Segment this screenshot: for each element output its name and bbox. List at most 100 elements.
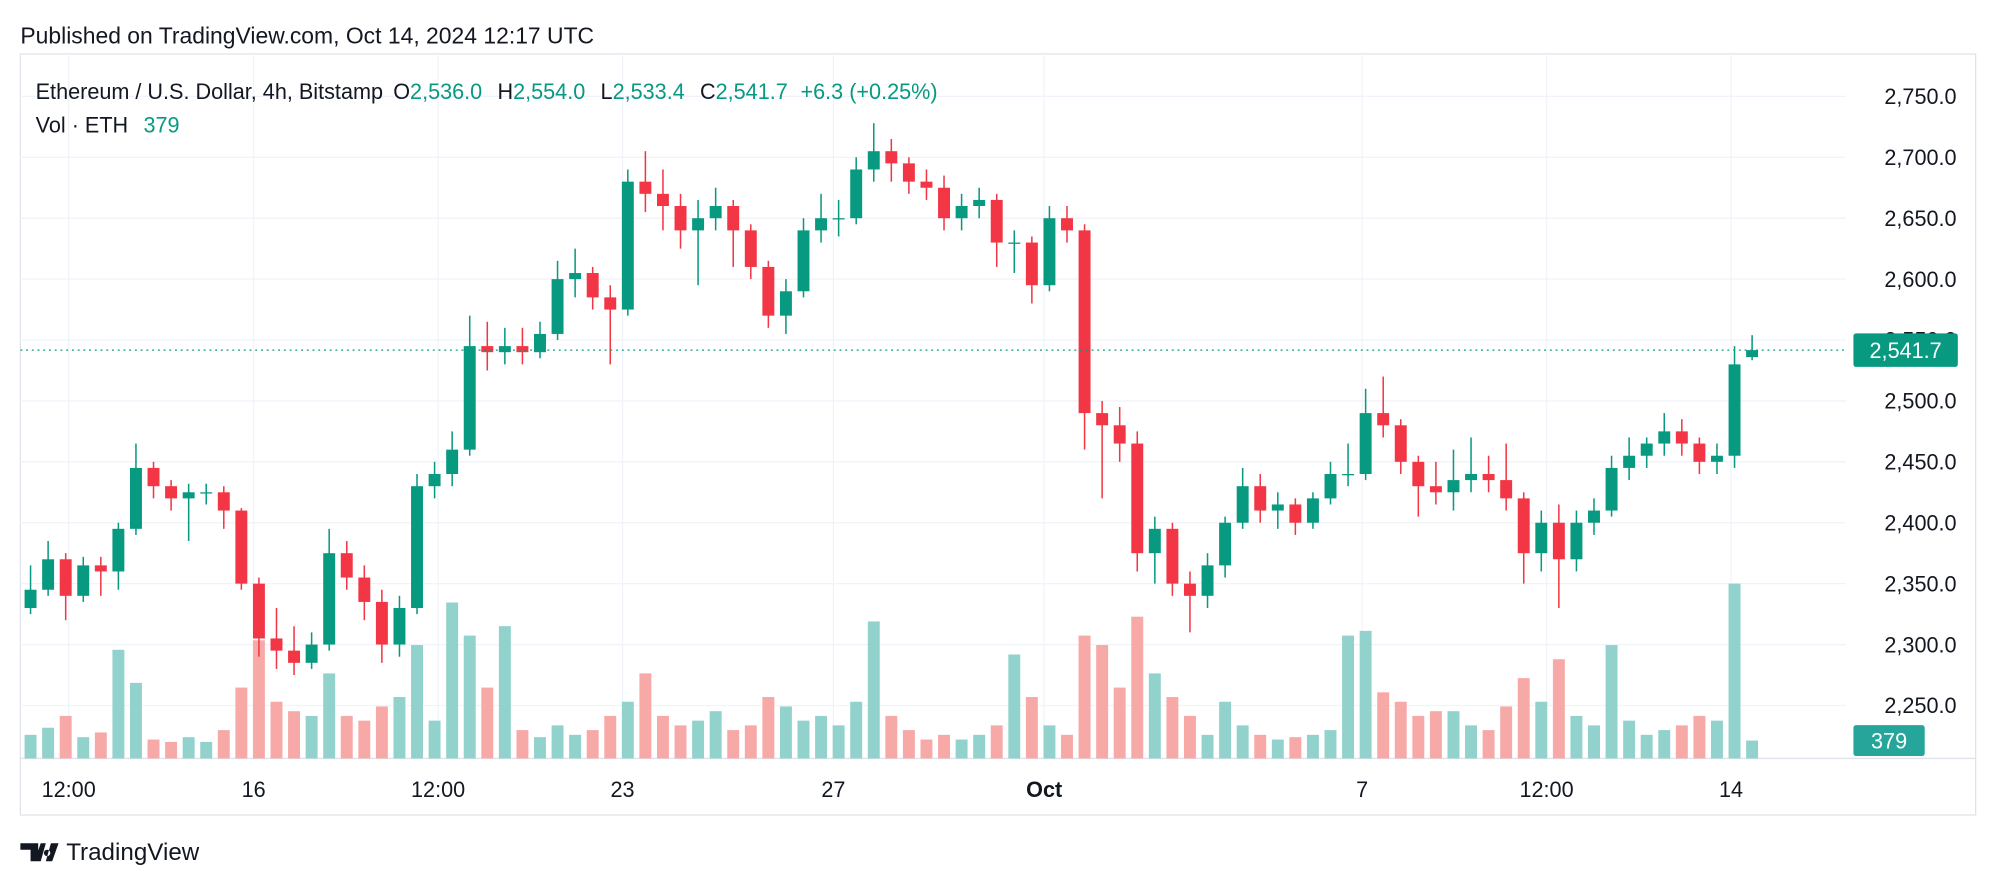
- candle-body: [1570, 522, 1583, 560]
- volume-bar: [762, 697, 775, 759]
- volume-bar: [1271, 739, 1284, 759]
- candle-body: [867, 151, 880, 170]
- candle-body: [1078, 230, 1091, 414]
- candle-body: [1517, 498, 1530, 554]
- y-tick-label: 2,450.0: [1884, 449, 1956, 474]
- candle-body: [375, 601, 388, 645]
- volume-bar: [200, 741, 213, 759]
- volume-bar: [1342, 635, 1355, 759]
- y-tick-label: 2,400.0: [1884, 510, 1956, 535]
- volume-bar: [797, 720, 810, 759]
- candle-body: [1447, 480, 1460, 493]
- volume-bar: [744, 725, 757, 759]
- candle-body: [709, 206, 722, 219]
- volume-bar: [1500, 706, 1513, 759]
- candle-body: [902, 163, 915, 182]
- legend-line: Ethereum / U.S. Dollar, 4h, Bitstamp O2,5…: [36, 79, 938, 104]
- published-note: Published on TradingView.com, Oct 14, 20…: [20, 23, 594, 49]
- volume-bar: [1289, 737, 1302, 759]
- volume-bar: [516, 730, 529, 759]
- candle-body: [639, 181, 652, 194]
- volume-bar: [867, 621, 880, 759]
- x-tick-label: Oct: [1026, 777, 1062, 802]
- candle-body: [270, 638, 283, 651]
- volume-bar: [1183, 715, 1196, 759]
- y-tick-label: 2,600.0: [1884, 267, 1956, 292]
- candle-body: [1113, 425, 1126, 444]
- close-prefix: C: [700, 79, 716, 104]
- volume-bar: [428, 720, 441, 759]
- volume-bar: [1254, 734, 1267, 759]
- volume-bar: [1078, 635, 1091, 759]
- volume-bar: [1570, 715, 1583, 759]
- candle-body: [885, 151, 898, 164]
- x-tick-label: 14: [1719, 777, 1743, 802]
- close-value: 2,541.7: [716, 79, 788, 104]
- candle-body: [1535, 522, 1548, 554]
- volume-bar: [920, 739, 933, 759]
- volume-bar: [1096, 645, 1109, 759]
- volume-bar: [1166, 697, 1179, 759]
- volume-bar: [24, 734, 37, 759]
- volume-bar: [1640, 734, 1653, 759]
- candle-body: [534, 333, 546, 353]
- volume-bar: [1359, 630, 1372, 759]
- volume-bar: [815, 715, 828, 759]
- volume-bar: [1517, 678, 1530, 759]
- volume-bar: [1693, 715, 1706, 759]
- candle-body: [59, 559, 72, 596]
- candle-body: [1289, 504, 1302, 523]
- volume-bar: [1236, 725, 1249, 759]
- candle-body: [973, 199, 986, 207]
- candle-body: [516, 346, 529, 353]
- candle-body: [797, 230, 810, 292]
- candle-body: [551, 279, 564, 334]
- candle-body: [1271, 504, 1284, 511]
- candle-body: [1658, 431, 1671, 444]
- candle-body: [1324, 474, 1337, 499]
- candle-body: [1588, 510, 1600, 523]
- high-value: 2,554.0: [513, 79, 585, 104]
- candle-body: [1482, 474, 1495, 481]
- volume-bar: [621, 701, 634, 759]
- candles: [24, 123, 1759, 676]
- x-tick-label: 23: [611, 777, 635, 802]
- volume-bar: [779, 706, 792, 759]
- candle-body: [1412, 461, 1425, 487]
- volume-bar: [288, 711, 301, 759]
- volume-bar: [129, 682, 142, 759]
- volume-bar: [1324, 730, 1337, 759]
- candle-body: [744, 230, 757, 267]
- volume-value: 379: [143, 112, 179, 137]
- y-tick-label: 2,350.0: [1884, 571, 1956, 596]
- volume-bar: [1535, 701, 1548, 759]
- x-tick-label: 12:00: [411, 777, 465, 802]
- volume-bar: [850, 701, 863, 759]
- volume-bar: [1113, 687, 1126, 759]
- volume-bar: [393, 697, 406, 759]
- candle-body: [182, 492, 195, 499]
- candle-body: [446, 449, 459, 475]
- volume-bar: [639, 673, 652, 759]
- candle-body: [428, 474, 441, 487]
- candle-body: [288, 650, 301, 663]
- candle-body: [1043, 218, 1056, 286]
- candle-body: [1465, 474, 1478, 481]
- volume-bar: [235, 687, 248, 759]
- volume-bar: [938, 734, 950, 759]
- candle-body: [77, 565, 90, 596]
- candle-body: [1201, 565, 1214, 596]
- volume-bar: [586, 730, 599, 759]
- volume-bar: [94, 732, 107, 759]
- y-tick-label: 2,250.0: [1884, 693, 1956, 718]
- volume-bar: [656, 715, 669, 759]
- candle-body: [832, 218, 845, 220]
- volume-bar: [902, 730, 915, 759]
- candle-body: [1746, 350, 1759, 358]
- candle-body: [1693, 443, 1706, 462]
- candle-body: [165, 486, 178, 499]
- candle-body: [1131, 443, 1144, 554]
- change-value: +6.3 (+0.25%): [801, 79, 938, 104]
- candle-body: [604, 297, 617, 310]
